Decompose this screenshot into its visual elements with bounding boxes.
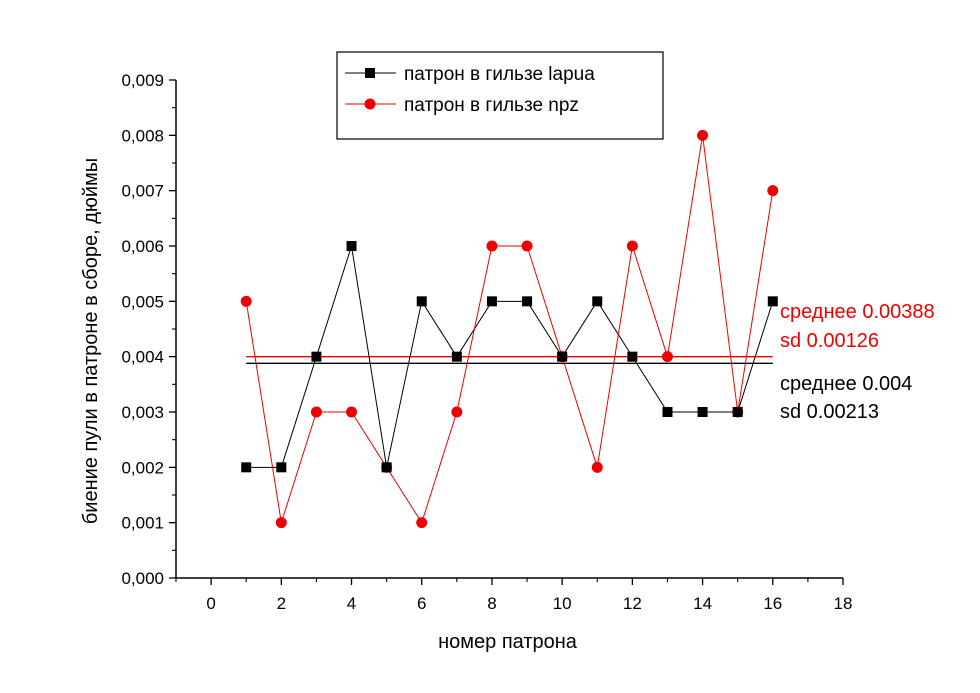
legend-marker-npz xyxy=(364,98,376,110)
annotation-npz-mean: среднее 0.00388 xyxy=(780,301,935,323)
legend-entry-lapua: патрон в гильзе lapua xyxy=(345,64,595,85)
x-tick-label: 6 xyxy=(417,594,426,613)
point-npz xyxy=(346,406,358,418)
x-tick-label: 0 xyxy=(206,594,215,613)
series-line-lapua xyxy=(246,245,774,468)
legend-marker-lapua xyxy=(365,68,375,78)
annotation-lapua-stats: среднее 0.004 sd 0.00213 xyxy=(780,373,912,423)
annotation-npz-sd: sd 0.00126 xyxy=(780,330,879,352)
y-tick-label: 0,000 xyxy=(121,569,164,588)
x-tick-label: 18 xyxy=(834,594,853,613)
y-tick-label: 0,006 xyxy=(121,237,164,256)
reference-lines xyxy=(246,356,773,364)
point-lapua xyxy=(592,296,603,307)
x-tick-label: 8 xyxy=(487,594,496,613)
x-tick-label: 12 xyxy=(623,594,642,613)
y-tick-label: 0,002 xyxy=(121,458,164,477)
point-lapua xyxy=(276,462,287,473)
point-lapua xyxy=(311,351,322,362)
x-tick-label: 16 xyxy=(763,594,782,613)
point-npz xyxy=(591,461,603,473)
y-tick-label: 0,001 xyxy=(121,514,164,533)
y-tick-label: 0,005 xyxy=(121,292,164,311)
legend: патрон в гильзе lapua патрон в гильзе np… xyxy=(336,51,664,140)
annotation-lapua-mean: среднее 0.004 xyxy=(780,373,912,395)
y-tick-label: 0,003 xyxy=(121,403,164,422)
y-tick-label: 0,009 xyxy=(121,71,164,90)
point-lapua xyxy=(732,407,743,417)
point-npz xyxy=(521,240,533,252)
y-axis-label: биение пули в патроне в сборе, дюймы xyxy=(80,158,102,524)
point-lapua xyxy=(522,296,533,307)
point-lapua xyxy=(241,462,252,473)
point-npz xyxy=(240,295,252,307)
y-tick-label: 0,008 xyxy=(121,126,164,145)
point-lapua xyxy=(451,351,462,362)
point-npz xyxy=(275,517,287,529)
legend-label-npz: патрон в гильзе npz xyxy=(404,95,579,116)
point-npz xyxy=(697,129,709,141)
point-npz xyxy=(626,240,638,252)
legend-entry-npz: патрон в гильзе npz xyxy=(345,95,579,116)
y-tick-label: 0,007 xyxy=(121,182,164,201)
point-npz xyxy=(310,406,322,418)
annotation-npz-stats: среднее 0.00388 sd 0.00126 xyxy=(780,301,935,352)
point-lapua xyxy=(662,407,673,417)
y-axis-ticks: 0,000 0,001 0,002 0,003 0,004 0,005 0,006 0,007… xyxy=(121,71,176,588)
point-lapua xyxy=(346,241,357,251)
legend-label-lapua: патрон в гильзе lapua xyxy=(404,64,595,85)
x-tick-label: 2 xyxy=(277,594,286,613)
x-axis-label: номер патрона xyxy=(438,631,578,653)
point-npz xyxy=(661,351,673,363)
point-npz xyxy=(451,406,463,418)
point-npz xyxy=(767,185,779,197)
legend-box xyxy=(336,51,664,140)
y-tick-label: 0,004 xyxy=(121,348,164,367)
x-tick-label: 14 xyxy=(693,594,712,613)
point-lapua xyxy=(486,296,497,307)
point-npz xyxy=(486,240,498,252)
point-npz xyxy=(416,517,428,529)
point-lapua xyxy=(697,407,708,417)
x-axis-ticks: 0 2 4 6 8 10 12 14 16 18 xyxy=(175,578,853,613)
annotation-lapua-sd: sd 0.00213 xyxy=(780,401,879,423)
plot-area xyxy=(175,80,843,579)
point-lapua xyxy=(767,296,778,307)
point-lapua xyxy=(381,462,392,473)
point-lapua xyxy=(416,296,427,307)
point-lapua xyxy=(557,351,568,362)
point-lapua xyxy=(627,351,638,362)
series-layer xyxy=(240,129,779,529)
series-line-npz xyxy=(245,135,774,524)
x-tick-label: 4 xyxy=(347,594,356,613)
x-tick-label: 10 xyxy=(553,594,572,613)
